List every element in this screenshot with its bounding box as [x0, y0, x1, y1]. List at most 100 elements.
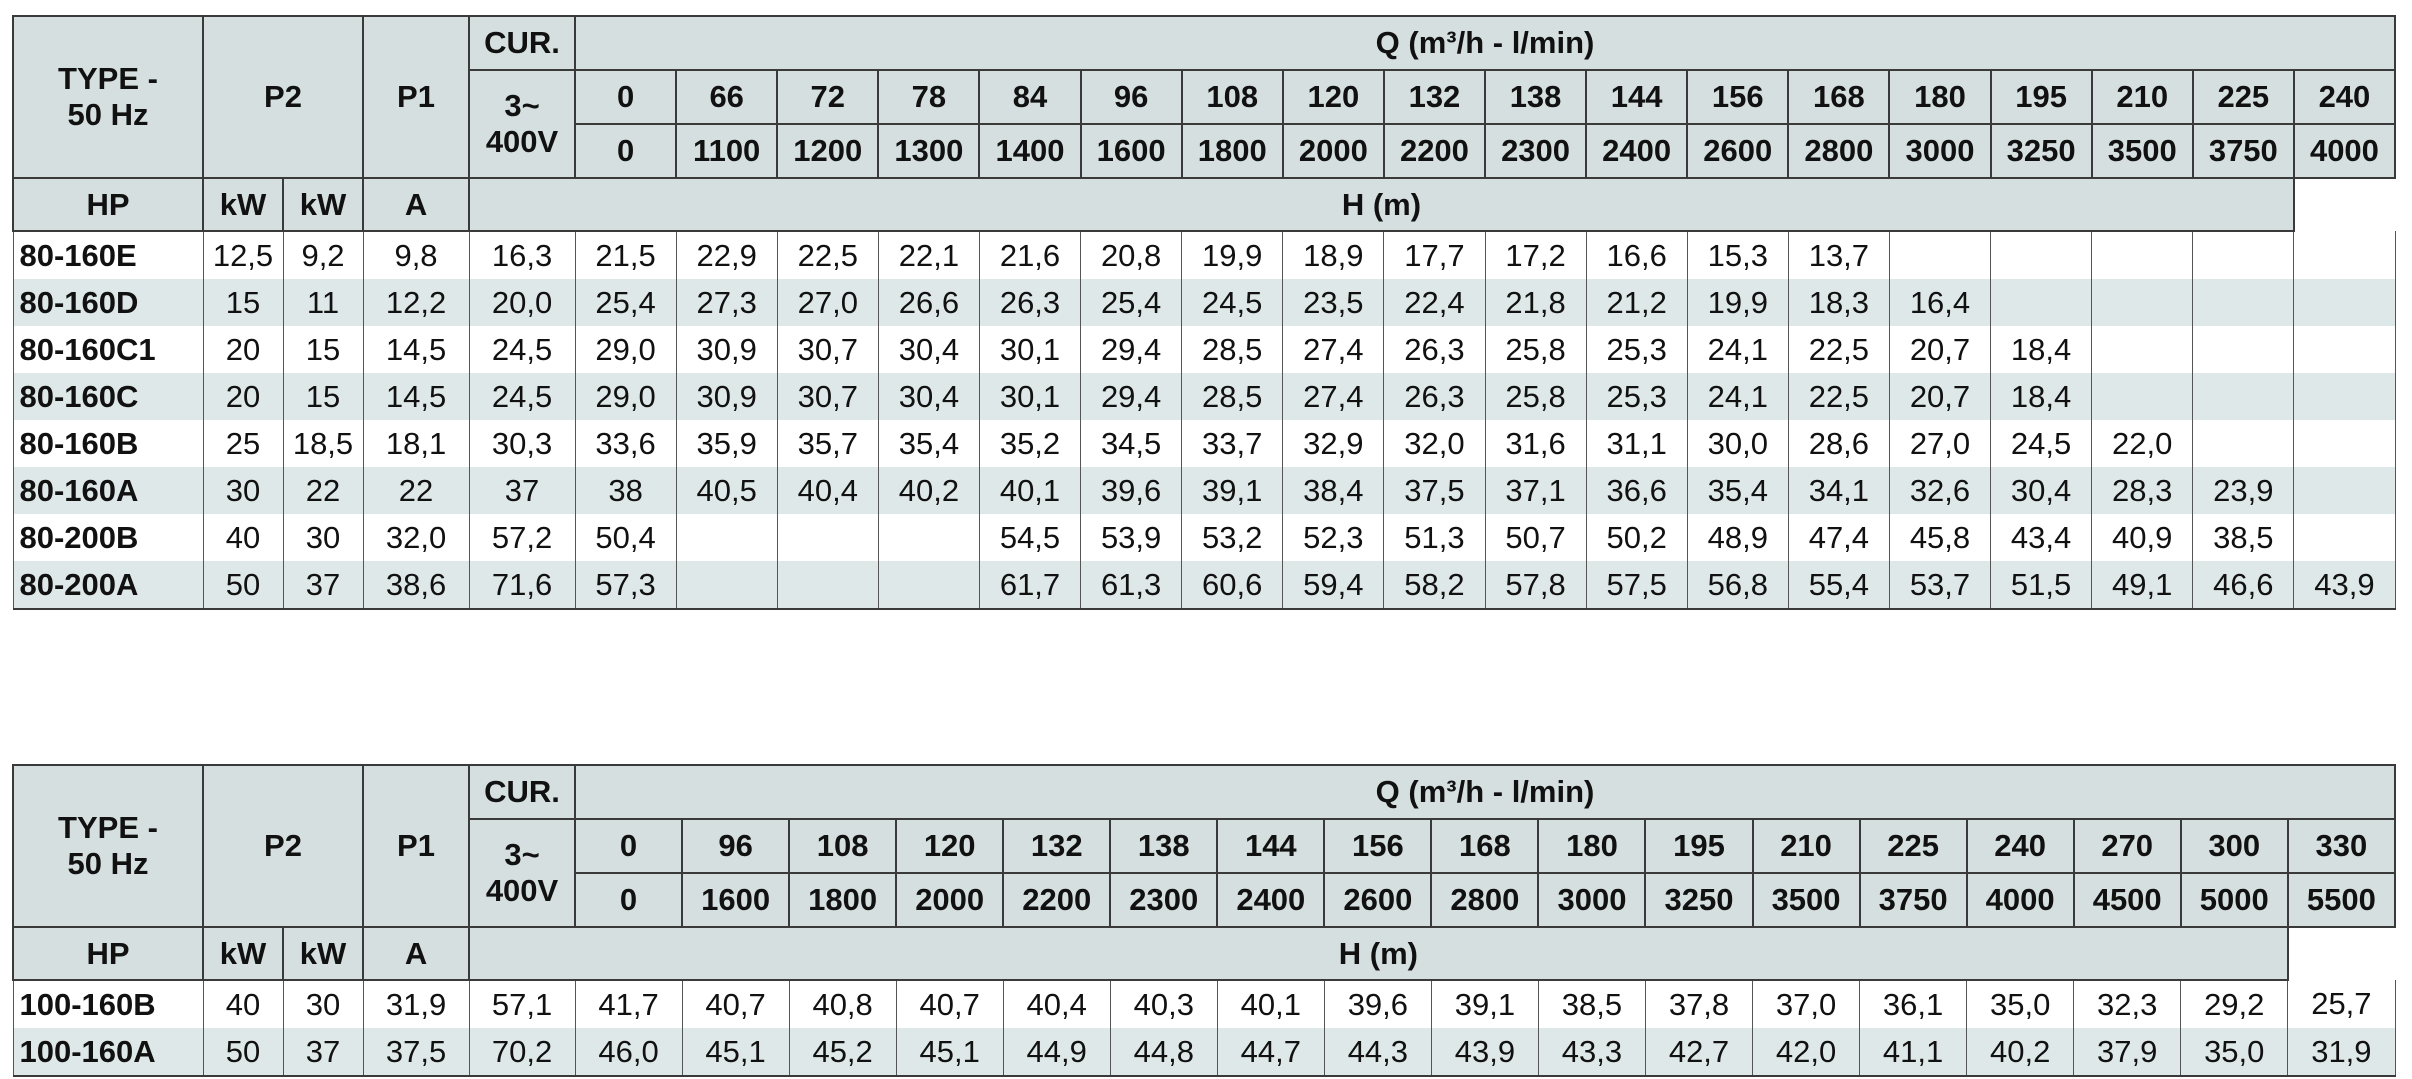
value-cell: 30: [202, 467, 284, 514]
value-cell: [675, 514, 778, 561]
flow-cell: 2300: [1109, 872, 1219, 928]
value-cell: 39,6: [1080, 467, 1183, 514]
value-cell: 30: [282, 514, 364, 561]
value-cell: 16,3: [468, 231, 576, 279]
value-cell: 18,1: [362, 420, 470, 467]
unit-cell: HP: [12, 926, 204, 981]
header-row: 0 1600 1800 2000 2200 2300 2400 2600 2800 3000 325…: [13, 872, 2397, 928]
value-cell: 17,2: [1484, 231, 1587, 279]
unit-cell: kW: [202, 926, 284, 981]
table-body: 80-160E 12,5 9,2 9,8 16,3 21,5 22,9 22,5 22,1 21,…: [12, 231, 2396, 610]
value-cell: 52,3: [1282, 514, 1385, 561]
value-cell: 18,9: [1282, 231, 1385, 279]
value-cell: 46,0: [574, 1028, 683, 1077]
flow-cell: 144: [1216, 818, 1326, 874]
flow-cell: 1800: [1180, 123, 1284, 179]
value-cell: 31,1: [1585, 420, 1688, 467]
value-cell: 12,5: [202, 231, 284, 279]
type-cell: 80-160B: [12, 420, 204, 467]
header-cell: P1: [362, 764, 471, 928]
value-cell: 25,8: [1484, 373, 1587, 420]
pump-table: TYPE - 50 Hz P2 P1 CUR. Q (m³/h - l/min) 3~ 4…: [12, 764, 2397, 1077]
value-cell: 17,7: [1383, 231, 1486, 279]
value-cell: 46,6: [2192, 561, 2295, 610]
value-cell: 35,9: [675, 420, 778, 467]
value-cell: 32,9: [1282, 420, 1385, 467]
flow-cell: 3250: [1989, 123, 2093, 179]
value-cell: 40,2: [877, 467, 980, 514]
value-cell: 25: [202, 420, 284, 467]
flow-cell: 240: [1965, 818, 2075, 874]
flow-cell: 270: [2072, 818, 2182, 874]
value-cell: 31,6: [1484, 420, 1587, 467]
value-cell: 18,3: [1787, 279, 1890, 326]
value-cell: 59,4: [1282, 561, 1385, 610]
value-cell: [2293, 420, 2396, 467]
flow-cell: 0: [574, 69, 678, 125]
value-cell: 33,7: [1181, 420, 1284, 467]
flow-cell: 132: [1002, 818, 1112, 874]
value-cell: 30,1: [978, 326, 1082, 373]
value-cell: [2293, 373, 2396, 420]
value-cell: 40: [202, 980, 284, 1028]
header-row: 3~ 400V 0 66 72 78 84 96 108 120 132 138 144 156 168 1…: [13, 69, 2397, 179]
flow-cell: 108: [1180, 69, 1284, 125]
value-cell: 45,1: [681, 1028, 790, 1077]
flow-cell: 1600: [1079, 123, 1183, 179]
value-cell: 43,3: [1537, 1028, 1646, 1077]
value-cell: 40: [202, 514, 284, 561]
value-cell: 24,5: [1990, 420, 2093, 467]
value-cell: 40,7: [895, 980, 1004, 1028]
value-cell: 36,6: [1585, 467, 1688, 514]
header-row: 3~ 400V 0 96 108 120 132 138 144 156 168 180 195 210…: [13, 818, 2397, 928]
flow-cell: 2600: [1686, 123, 1790, 179]
value-cell: 57,3: [574, 561, 677, 610]
value-cell: 28,5: [1181, 326, 1284, 373]
flow-cell: 195: [1644, 818, 1754, 874]
value-cell: 50: [202, 1028, 284, 1077]
value-cell: 45,8: [1888, 514, 1992, 561]
unit-cell: kW: [281, 926, 365, 981]
flow-cell: 66: [675, 69, 779, 125]
value-cell: 37: [282, 1028, 364, 1077]
value-cell: 22: [362, 467, 470, 514]
value-cell: 30,7: [776, 373, 879, 420]
value-cell: 19,9: [1686, 279, 1789, 326]
value-cell: 25,4: [1080, 279, 1183, 326]
data-row: 80-160A 30 22 22 37 38 40,5 40,4 40,2 40,1 39,6 39,…: [12, 467, 2396, 514]
value-cell: 61,7: [978, 561, 1082, 610]
flow-cell: 4000: [2292, 123, 2397, 179]
value-cell: 32,6: [1888, 467, 1992, 514]
value-cell: 35,0: [2180, 1028, 2289, 1077]
value-cell: 21,2: [1585, 279, 1688, 326]
value-cell: 12,2: [362, 279, 470, 326]
type-cell: 80-160A: [12, 467, 204, 514]
flow-cell: 210: [2090, 69, 2194, 125]
value-cell: 37,0: [1752, 980, 1861, 1028]
value-cell: 16,4: [1888, 279, 1992, 326]
value-cell: [2293, 231, 2396, 279]
value-cell: 15: [282, 326, 364, 373]
header-row: 0 1100 1200 1300 1400 1600 1800 2000 2200 2300 240…: [13, 123, 2397, 179]
value-cell: 30: [282, 980, 364, 1028]
value-cell: 33,6: [574, 420, 677, 467]
value-cell: 31,9: [362, 980, 470, 1028]
type-cell: 80-200A: [12, 561, 204, 610]
value-cell: 28,3: [2091, 467, 2194, 514]
value-cell: 23,9: [2192, 467, 2295, 514]
value-cell: 25,8: [1484, 326, 1587, 373]
value-cell: 34,5: [1080, 420, 1183, 467]
value-cell: 30,4: [1990, 467, 2093, 514]
value-cell: 40,5: [675, 467, 778, 514]
value-cell: 40,2: [1966, 1028, 2075, 1077]
value-cell: 54,5: [978, 514, 1082, 561]
flow-cell: 195: [1989, 69, 2093, 125]
value-cell: [1888, 231, 1992, 279]
value-cell: [2192, 373, 2295, 420]
flow-cell: 1100: [675, 123, 779, 179]
value-cell: 14,5: [362, 373, 470, 420]
value-cell: 30,9: [675, 326, 778, 373]
value-cell: 24,1: [1686, 326, 1789, 373]
flow-cell: 3000: [1537, 872, 1647, 928]
